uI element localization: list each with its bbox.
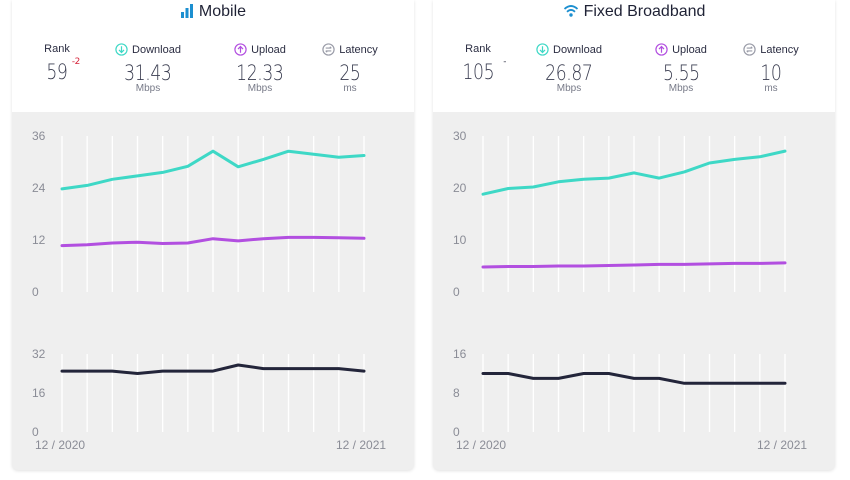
rank-label: Rank [44, 43, 70, 55]
wifi-icon [563, 5, 578, 17]
x-start-label: 12 / 2020 [456, 438, 506, 452]
download-arrow-icon [536, 43, 549, 56]
download-label: Download [132, 44, 181, 56]
latency-label: Latency [339, 44, 378, 56]
latency-value: 25 [339, 61, 361, 85]
fixed-summary: Fixed Broadband Rank 105- Download 26.87… [433, 0, 835, 112]
rank-change: -2 [71, 57, 80, 67]
mobile-speed-ytick-label: 36 [32, 129, 46, 143]
upload-unit: Mbps [668, 83, 694, 94]
mobile-latency-ytick-label: 0 [32, 425, 39, 439]
latency-unit: ms [343, 83, 357, 94]
mobile-upload: Upload 12.33 Mbps [215, 43, 305, 94]
latency-unit: ms [764, 83, 778, 94]
latency-value: 10 [760, 61, 782, 85]
upload-arrow-icon [655, 43, 668, 56]
download-arrow-icon [115, 43, 128, 56]
download-value: 26.87 [545, 61, 593, 85]
mobile-charts: 0 12 24 36 0 16 32 12 / 2020 12 / 2021 [32, 129, 386, 452]
fixed-latency-ytick-label: 8 [453, 386, 460, 400]
download-value: 31.43 [124, 61, 172, 85]
fixed-title: Fixed Broadband [433, 3, 835, 21]
fixed-speed-upload-line [481, 261, 787, 269]
mobile-latency: Latency 25 ms [305, 43, 395, 94]
mobile-latency-ytick-label: 32 [32, 347, 46, 361]
download-unit: Mbps [556, 83, 582, 94]
fixed-speed-ytick-label: 0 [453, 285, 460, 299]
rank-value: 105- [462, 57, 506, 84]
latency-arrows-icon [322, 43, 335, 56]
upload-label: Upload [251, 44, 286, 56]
upload-label: Upload [672, 44, 707, 56]
fixed-latency: Latency 10 ms [726, 43, 816, 94]
upload-value: 5.55 [662, 61, 700, 85]
latency-label: Latency [760, 44, 799, 56]
fixed-speed-ytick-label: 20 [453, 181, 467, 195]
upload-value: 12.33 [236, 61, 284, 85]
mobile-title-text: Mobile [198, 3, 247, 20]
rank-label: Rank [465, 43, 491, 55]
latency-arrows-icon [743, 43, 756, 56]
mobile-speed-ytick-label: 24 [32, 181, 46, 195]
fixed-charts: 0 10 20 30 0 8 16 12 / 2020 12 / 2021 [453, 129, 807, 452]
mobile-speed-ytick-label: 12 [32, 233, 46, 247]
fixed-upload: Upload 5.55 Mbps [636, 43, 726, 94]
signal-bars-icon [180, 4, 193, 18]
mobile-latency-ytick-label: 16 [32, 386, 46, 400]
download-label: Download [553, 44, 602, 56]
fixed-broadband-card: Fixed Broadband Rank 105- Download 26.87… [433, 0, 835, 470]
fixed-latency-latency-line [481, 372, 787, 385]
mobile-card: Mobile Rank 59 -2 Download 31.43 Mbps Upl… [12, 0, 414, 470]
mobile-rank: Rank 59 -2 [12, 43, 102, 84]
x-end-label: 12 / 2021 [336, 438, 386, 452]
mobile-latency-latency-line [60, 363, 366, 375]
fixed-speed-ytick-label: 10 [453, 233, 467, 247]
rank-value: 59 -2 [46, 57, 80, 84]
fixed-latency-ytick-label: 16 [453, 347, 467, 361]
rank-change: - [502, 57, 506, 67]
x-end-label: 12 / 2021 [757, 438, 807, 452]
fixed-latency-ytick-label: 0 [453, 425, 460, 439]
mobile-summary: Mobile Rank 59 -2 Download 31.43 Mbps Upl… [12, 0, 414, 112]
x-start-label: 12 / 2020 [35, 438, 85, 452]
fixed-title-text: Fixed Broadband [583, 3, 706, 20]
upload-unit: Mbps [247, 83, 273, 94]
mobile-title: Mobile [12, 3, 414, 21]
fixed-speed-ytick-label: 30 [453, 129, 467, 143]
fixed-rank: Rank 105- [433, 43, 523, 84]
fixed-speed-download-line [481, 149, 787, 196]
mobile-speed-download-line [60, 149, 366, 191]
mobile-download: Download 31.43 Mbps [103, 43, 193, 94]
download-unit: Mbps [135, 83, 161, 94]
fixed-download: Download 26.87 Mbps [524, 43, 614, 94]
mobile-speed-upload-line [60, 235, 366, 248]
mobile-speed-ytick-label: 0 [32, 285, 39, 299]
upload-arrow-icon [234, 43, 247, 56]
